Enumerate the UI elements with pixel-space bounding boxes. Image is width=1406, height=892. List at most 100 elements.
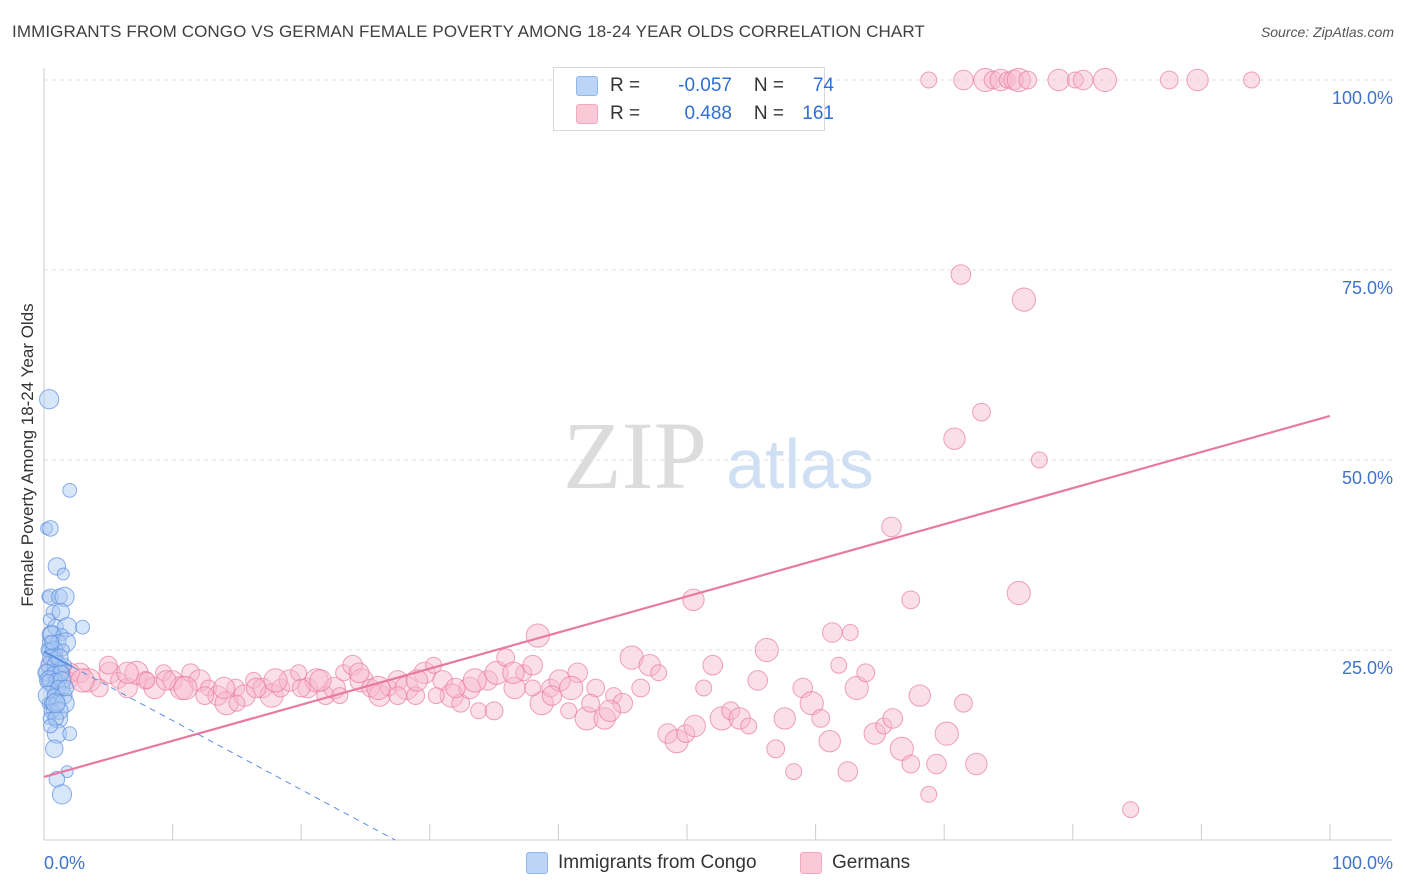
data-point — [212, 676, 236, 700]
data-point — [799, 691, 824, 716]
legend-swatch-germans — [800, 852, 822, 874]
watermark-atlas: atlas — [726, 425, 874, 503]
data-point — [818, 730, 841, 753]
data-point — [1066, 71, 1084, 89]
data-point — [1243, 71, 1261, 89]
legend-n-label: N = — [753, 75, 784, 96]
data-point — [484, 701, 504, 721]
data-point — [785, 763, 803, 781]
data-point — [605, 687, 623, 705]
data-point — [901, 754, 921, 774]
chart-title: IMMIGRANTS FROM CONGO VS GERMAN FEMALE P… — [12, 22, 925, 41]
data-point — [405, 669, 429, 692]
data-point — [496, 648, 516, 667]
data-point — [116, 661, 139, 684]
data-point — [1011, 287, 1037, 312]
source-label: Source: ZipAtlas.com — [1260, 24, 1394, 40]
legend-label-congo: Immigrants from Congo — [558, 852, 757, 873]
data-point — [226, 678, 246, 698]
germans-trend-line — [43, 414, 1331, 778]
series-legend: Immigrants from Congo Germans — [0, 852, 1406, 878]
legend-n-value: 74 — [812, 75, 834, 96]
data-point — [45, 739, 64, 758]
data-point — [683, 714, 706, 738]
data-point — [1072, 69, 1094, 91]
data-point — [155, 670, 177, 691]
data-point — [709, 706, 734, 731]
legend-r-value: -0.057 — [678, 75, 732, 96]
y-tick-label: 25.0% — [1342, 658, 1393, 678]
data-point — [214, 691, 239, 716]
watermark-zip: ZIP — [563, 402, 707, 509]
legend-item-congo[interactable]: Immigrants from Congo — [526, 852, 757, 874]
data-point — [290, 664, 308, 682]
data-point — [881, 516, 902, 538]
data-point — [559, 675, 584, 701]
data-point — [581, 693, 600, 713]
grid-lines — [44, 79, 1392, 651]
x-tick-label: 100.0% — [1332, 853, 1393, 873]
data-point — [901, 590, 921, 610]
data-point — [1047, 68, 1070, 92]
data-point — [228, 694, 246, 712]
data-point — [470, 702, 488, 720]
data-point — [524, 679, 542, 697]
data-point — [766, 739, 786, 759]
data-point — [586, 678, 606, 698]
data-point — [47, 710, 64, 727]
congo-points — [37, 389, 90, 805]
data-point — [567, 662, 588, 684]
trend-lines — [43, 414, 1331, 841]
data-point — [45, 604, 61, 620]
data-point — [52, 671, 72, 690]
data-point — [989, 68, 1012, 92]
data-point — [882, 708, 904, 729]
data-point — [348, 662, 370, 684]
data-point — [57, 679, 75, 697]
data-point — [445, 677, 466, 699]
data-point — [754, 637, 779, 663]
data-point — [47, 557, 67, 576]
y-tick-label: 75.0% — [1342, 278, 1393, 298]
data-point — [117, 677, 138, 699]
data-point — [427, 687, 445, 705]
data-point — [43, 718, 58, 734]
data-point — [702, 654, 724, 676]
legend-item-germans[interactable]: Germans — [800, 852, 910, 874]
data-point — [1186, 68, 1209, 92]
data-point — [263, 668, 288, 693]
data-point — [983, 70, 1003, 90]
data-point — [650, 664, 668, 682]
data-point — [1122, 801, 1140, 819]
data-point — [45, 693, 66, 714]
data-point — [291, 678, 311, 698]
data-point — [388, 686, 408, 705]
data-point — [920, 71, 938, 89]
data-point — [76, 668, 102, 693]
data-point — [62, 726, 78, 741]
data-point — [973, 67, 998, 93]
legend-n-value: 161 — [802, 103, 834, 124]
data-point — [62, 483, 78, 498]
legend-r-label: R = — [610, 75, 641, 96]
data-point — [934, 721, 959, 746]
legend-swatch-congo — [526, 852, 548, 874]
data-point — [841, 624, 859, 642]
x-tick-label: 0.0% — [44, 853, 85, 873]
data-point — [54, 586, 75, 607]
data-point — [844, 675, 869, 701]
data-point — [44, 635, 60, 650]
data-point — [926, 753, 947, 775]
data-point — [245, 677, 267, 699]
data-point — [75, 619, 90, 635]
data-point — [612, 692, 634, 714]
data-point — [462, 668, 487, 693]
data-point — [42, 711, 56, 725]
legend-r-value: 0.488 — [684, 103, 732, 124]
data-point — [954, 693, 973, 713]
data-point — [56, 567, 70, 581]
data-point — [1159, 70, 1179, 90]
data-point — [484, 660, 509, 685]
data-point — [41, 673, 55, 687]
